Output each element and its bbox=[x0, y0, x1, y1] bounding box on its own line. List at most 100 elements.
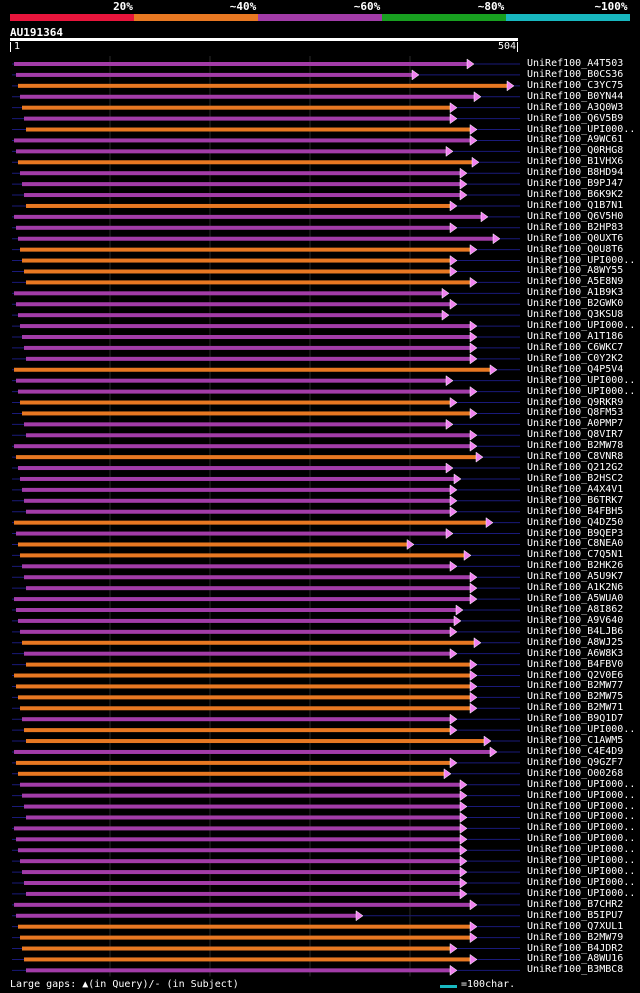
hit-label[interactable]: UniRef100_C8NEA0 bbox=[527, 538, 624, 550]
hit-label[interactable]: UniRef100_A4T503 bbox=[527, 58, 624, 69]
hit-label[interactable]: UniRef100_B4FBV0 bbox=[527, 658, 624, 670]
hit-label[interactable]: UniRef100_C0Y2K2 bbox=[527, 352, 624, 364]
hit-label[interactable]: UniRef100_B0CS36 bbox=[527, 68, 624, 80]
hit-label[interactable]: UniRef100_Q6V5H0 bbox=[527, 210, 624, 222]
hit-bar bbox=[26, 356, 471, 361]
hit-label[interactable]: UniRef100_O00268 bbox=[527, 767, 624, 779]
hit-label[interactable]: UniRef100_UPI000.. bbox=[527, 320, 636, 332]
hit-label[interactable]: UniRef100_A9WC61 bbox=[527, 134, 624, 146]
hit-label[interactable]: UniRef100_B2MW79 bbox=[527, 931, 624, 943]
hit-label[interactable]: UniRef100_UPI000.. bbox=[527, 800, 636, 812]
hit-label[interactable]: UniRef100_UPI000.. bbox=[527, 833, 636, 845]
hit-label[interactable]: UniRef100_C4E4D9 bbox=[527, 745, 624, 757]
hit-bar bbox=[26, 280, 471, 285]
hit-label[interactable]: UniRef100_B2HSC2 bbox=[527, 472, 624, 484]
hit-label[interactable]: UniRef100_A8WJ25 bbox=[527, 636, 624, 648]
hit-label[interactable]: UniRef100_A1K2N6 bbox=[527, 582, 624, 594]
hit-label[interactable]: UniRef100_A9V640 bbox=[527, 614, 624, 626]
hit-label[interactable]: UniRef100_UPI000.. bbox=[527, 822, 636, 834]
hit-label[interactable]: UniRef100_A8WU16 bbox=[527, 953, 624, 965]
hit-label[interactable]: UniRef100_B2HK26 bbox=[527, 560, 624, 572]
hit-label[interactable]: UniRef100_B2MW75 bbox=[527, 691, 624, 703]
hit-label[interactable]: UniRef100_B4FBH5 bbox=[527, 505, 624, 517]
hit-label[interactable]: UniRef100_UPI000.. bbox=[527, 254, 636, 266]
hit-label[interactable]: UniRef100_A5U9K7 bbox=[527, 571, 624, 583]
hit-label[interactable]: UniRef100_A0PMP7 bbox=[527, 418, 624, 430]
hit-arrow bbox=[469, 276, 478, 288]
hit-label[interactable]: UniRef100_A1T186 bbox=[527, 331, 624, 342]
hit-arrow bbox=[449, 626, 458, 638]
hit-label[interactable]: UniRef100_B2MW77 bbox=[527, 680, 624, 692]
hit-label[interactable]: UniRef100_B9Q1D7 bbox=[527, 713, 624, 725]
hit-label[interactable]: UniRef100_B9QEP3 bbox=[527, 527, 624, 539]
hit-label[interactable]: UniRef100_Q8FM53 bbox=[527, 407, 624, 419]
hit-bar bbox=[18, 313, 443, 318]
hit-arrow bbox=[449, 757, 458, 769]
hit-label[interactable]: UniRef100_UPI000.. bbox=[527, 724, 636, 736]
scale-swatch bbox=[440, 985, 457, 988]
hit-bar bbox=[26, 127, 471, 132]
legend-segment bbox=[382, 14, 506, 21]
hit-label[interactable]: UniRef100_B1VHX6 bbox=[527, 156, 624, 168]
hit-label[interactable]: UniRef100_B8HD94 bbox=[527, 167, 624, 179]
hit-label[interactable]: UniRef100_B2MW78 bbox=[527, 440, 624, 452]
hit-label[interactable]: UniRef100_B2GWK0 bbox=[527, 298, 624, 310]
hit-label[interactable]: UniRef100_B0YN44 bbox=[527, 90, 624, 102]
hit-label[interactable]: UniRef100_Q2V0E6 bbox=[527, 669, 624, 681]
hit-label[interactable]: UniRef100_Q4P5V4 bbox=[527, 363, 624, 375]
hit-label[interactable]: UniRef100_UPI000.. bbox=[527, 778, 636, 790]
hit-label[interactable]: UniRef100_B5IPU7 bbox=[527, 909, 624, 921]
hit-label[interactable]: UniRef100_UPI000.. bbox=[527, 123, 636, 135]
hit-label[interactable]: UniRef100_UPI000.. bbox=[527, 866, 636, 878]
hit-label[interactable]: UniRef100_B2MW71 bbox=[527, 702, 624, 714]
hit-label[interactable]: UniRef100_Q4DZ50 bbox=[527, 516, 624, 528]
hit-label[interactable]: UniRef100_B4JDR2 bbox=[527, 942, 624, 954]
hit-label[interactable]: UniRef100_UPI000.. bbox=[527, 811, 636, 823]
hit-label[interactable]: UniRef100_C8VNR8 bbox=[527, 451, 624, 463]
hit-label[interactable]: UniRef100_UPI000.. bbox=[527, 385, 636, 397]
query-bar bbox=[10, 38, 518, 41]
hit-label[interactable]: UniRef100_UPI000.. bbox=[527, 374, 636, 386]
hit-label[interactable]: UniRef100_Q0UXT6 bbox=[527, 232, 624, 244]
hit-label[interactable]: UniRef100_B3MBC8 bbox=[527, 964, 624, 976]
hit-label[interactable]: UniRef100_A3Q0W3 bbox=[527, 101, 624, 113]
hit-label[interactable]: UniRef100_UPI000.. bbox=[527, 887, 636, 899]
hit-label[interactable]: UniRef100_B6TRK7 bbox=[527, 494, 624, 506]
hit-label[interactable]: UniRef100_Q6V5B9 bbox=[527, 112, 624, 124]
hit-label[interactable]: UniRef100_Q0U8T6 bbox=[527, 243, 624, 255]
hit-label[interactable]: UniRef100_Q9GZF7 bbox=[527, 756, 624, 768]
hit-label[interactable]: UniRef100_C3YC75 bbox=[527, 79, 624, 91]
hit-label[interactable]: UniRef100_UPI000.. bbox=[527, 855, 636, 867]
hit-label[interactable]: UniRef100_B6K9K2 bbox=[527, 189, 624, 201]
hit-label[interactable]: UniRef100_A8I862 bbox=[527, 604, 624, 615]
hit-label[interactable]: UniRef100_Q212G2 bbox=[527, 462, 624, 474]
hit-label[interactable]: UniRef100_Q0RHG8 bbox=[527, 145, 624, 157]
hit-label[interactable]: UniRef100_A8WY55 bbox=[527, 265, 624, 277]
hit-label[interactable]: UniRef100_B9PJ47 bbox=[527, 178, 624, 190]
hit-label[interactable]: UniRef100_Q1B7N1 bbox=[527, 199, 624, 211]
hit-bar bbox=[14, 62, 468, 66]
hit-arrow bbox=[441, 309, 450, 321]
hit-label[interactable]: UniRef100_C6WKC7 bbox=[527, 341, 624, 353]
hit-label[interactable]: UniRef100_B4LJB6 bbox=[527, 625, 624, 637]
hit-bar bbox=[14, 597, 471, 602]
hit-bar bbox=[26, 739, 485, 744]
hit-label[interactable]: UniRef100_A5E8N9 bbox=[527, 276, 624, 288]
hit-label[interactable]: UniRef100_Q7XUL1 bbox=[527, 920, 624, 932]
hit-label[interactable]: UniRef100_UPI000.. bbox=[527, 789, 636, 801]
hit-label[interactable]: UniRef100_B7CHR2 bbox=[527, 898, 624, 910]
hit-label[interactable]: UniRef100_UPI000.. bbox=[527, 877, 636, 888]
hit-label[interactable]: UniRef100_A5WUA0 bbox=[527, 593, 624, 605]
hit-bar bbox=[20, 247, 471, 252]
hit-label[interactable]: UniRef100_UPI000.. bbox=[527, 844, 636, 856]
hit-label[interactable]: UniRef100_Q9RKR9 bbox=[527, 396, 624, 408]
hit-label[interactable]: UniRef100_A1B9K3 bbox=[527, 287, 624, 299]
hit-label[interactable]: UniRef100_C1AWM5 bbox=[527, 735, 624, 747]
hit-label[interactable]: UniRef100_A6W8K3 bbox=[527, 647, 624, 659]
hit-label[interactable]: UniRef100_B2HP83 bbox=[527, 221, 624, 233]
scale-start-tick bbox=[10, 42, 11, 52]
hit-label[interactable]: UniRef100_Q8VIR7 bbox=[527, 429, 624, 441]
hit-label[interactable]: UniRef100_C7Q5N1 bbox=[527, 549, 624, 561]
hit-label[interactable]: UniRef100_A4X4V1 bbox=[527, 483, 624, 495]
hit-label[interactable]: UniRef100_Q3KSU8 bbox=[527, 309, 624, 321]
